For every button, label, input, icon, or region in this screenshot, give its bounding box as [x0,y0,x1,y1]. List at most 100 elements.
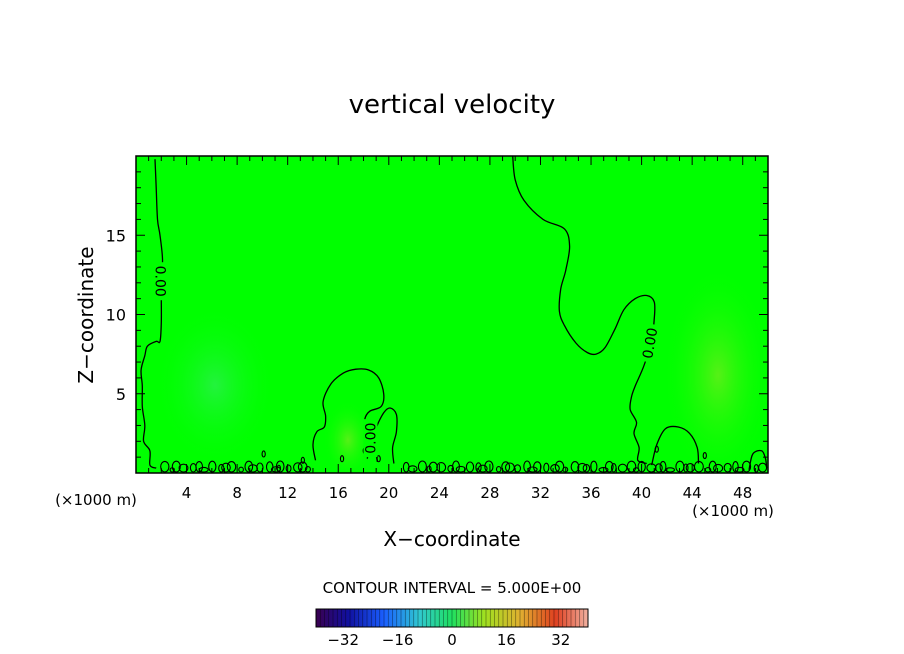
surface-contour [218,463,225,473]
y-tick-label: 5 [116,385,126,404]
surface-contour [247,464,258,473]
colorbar-tick-label: −16 [382,631,414,649]
surface-contour [665,467,676,473]
surface-contour [300,456,305,464]
contour-label: 0.00 [152,266,168,297]
surface-contour [683,463,689,473]
x-tick-label: 4 [182,484,192,502]
contour-right-edge-lobe [748,449,768,470]
surface-contour [654,445,659,453]
x-tick-label: 48 [733,484,752,502]
colorbar-tick-label: 0 [447,631,457,649]
x-tick-label: 20 [379,484,398,502]
y-axis-label: Z−coordinate [74,246,98,383]
surface-contour [304,466,311,473]
surface-contour [513,464,522,473]
axis-ticks [136,156,768,473]
surface-contour [758,462,768,473]
x-tick-label: 44 [683,484,702,502]
surface-contour [275,460,285,473]
surface-contour [226,461,237,473]
surface-contour [238,466,244,473]
surface-contour [659,460,667,473]
surface-contour [604,460,614,473]
colorbar-tick-labels: −32 −16 0 16 32 [327,631,570,649]
y-tick-label: 10 [106,306,126,325]
surface-contour [495,466,502,473]
surface-contour [655,463,663,473]
shading-center [323,400,373,473]
surface-contour [543,462,550,473]
contour-label: 0.00 [640,326,661,359]
surface-contour [523,460,531,473]
surface-contour [501,461,511,473]
surface-contour [554,460,565,473]
surface-contour [477,464,488,473]
surface-contour [465,461,475,473]
surface-contour [475,462,482,473]
contour-upper-right-contour [512,156,656,465]
contour-label-bg [153,262,168,301]
surface-contour [256,462,264,473]
x-unit-label: (×1000 m) [55,491,137,509]
x-tick-label: 36 [581,484,600,502]
z-unit-label: (×1000 m) [692,502,774,520]
colorbar-cell-lines [319,609,585,627]
surface-contour [713,463,724,473]
colorbar-tick-label: 32 [551,631,570,649]
contour-label-bg [639,323,661,363]
shading-right [663,265,768,473]
x-tick-label: 16 [329,484,348,502]
colorbar-tick-label: −32 [327,631,359,649]
x-tick-label: 32 [531,484,550,502]
surface-contour [178,463,189,473]
x-tick-label: 24 [430,484,449,502]
surface-contour [293,462,303,473]
surface-contour [276,464,281,472]
surface-contour [417,460,427,473]
x-axis-label: X−coordinate [383,527,520,551]
surface-contour [407,465,418,473]
shading-left [155,305,275,465]
surface-contour [436,462,447,473]
x-tick-labels: 4 8 12 16 20 24 28 32 36 40 44 48 [182,484,752,502]
contour-label: 0.00 [363,423,379,454]
colorbar-frame [315,608,589,628]
surface-contour [171,460,181,473]
colorbar: −32 −16 0 16 32 [315,608,589,649]
surface-contour [533,461,542,473]
surface-contour [447,464,455,473]
contour-labels: 0.00 0.00 0.00 [152,262,661,458]
surface-contour [244,460,254,473]
colorbar-tick-label: 16 [497,631,516,649]
contour-far-right-lobe [651,425,700,466]
surface-contour [577,462,588,473]
surface-contour [708,460,717,473]
x-tick-label: 28 [480,484,499,502]
surface-contour [610,463,617,473]
surface-contour [484,460,494,473]
surface-contour [376,455,381,463]
contour-label-bg [363,419,378,458]
surface-contour [221,462,231,473]
x-tick-label: 12 [278,484,297,502]
surface-contour [160,460,170,473]
surface-contour [550,464,560,473]
surface-contour [702,452,707,460]
surface-contour [261,450,266,458]
surface-contour [723,462,732,473]
surface-contour [285,464,292,473]
surface-contour [455,465,466,473]
surface-contour [732,461,739,473]
chart-title: vertical velocity [349,90,556,120]
surface-contour [734,466,745,473]
surface-contour [626,460,637,473]
surface-contour [582,463,591,473]
x-tick-label: 8 [232,484,242,502]
surface-contour [693,460,704,473]
y-tick-label: 15 [106,226,126,245]
x-tick-label: 40 [632,484,651,502]
surface-contour [339,455,345,463]
